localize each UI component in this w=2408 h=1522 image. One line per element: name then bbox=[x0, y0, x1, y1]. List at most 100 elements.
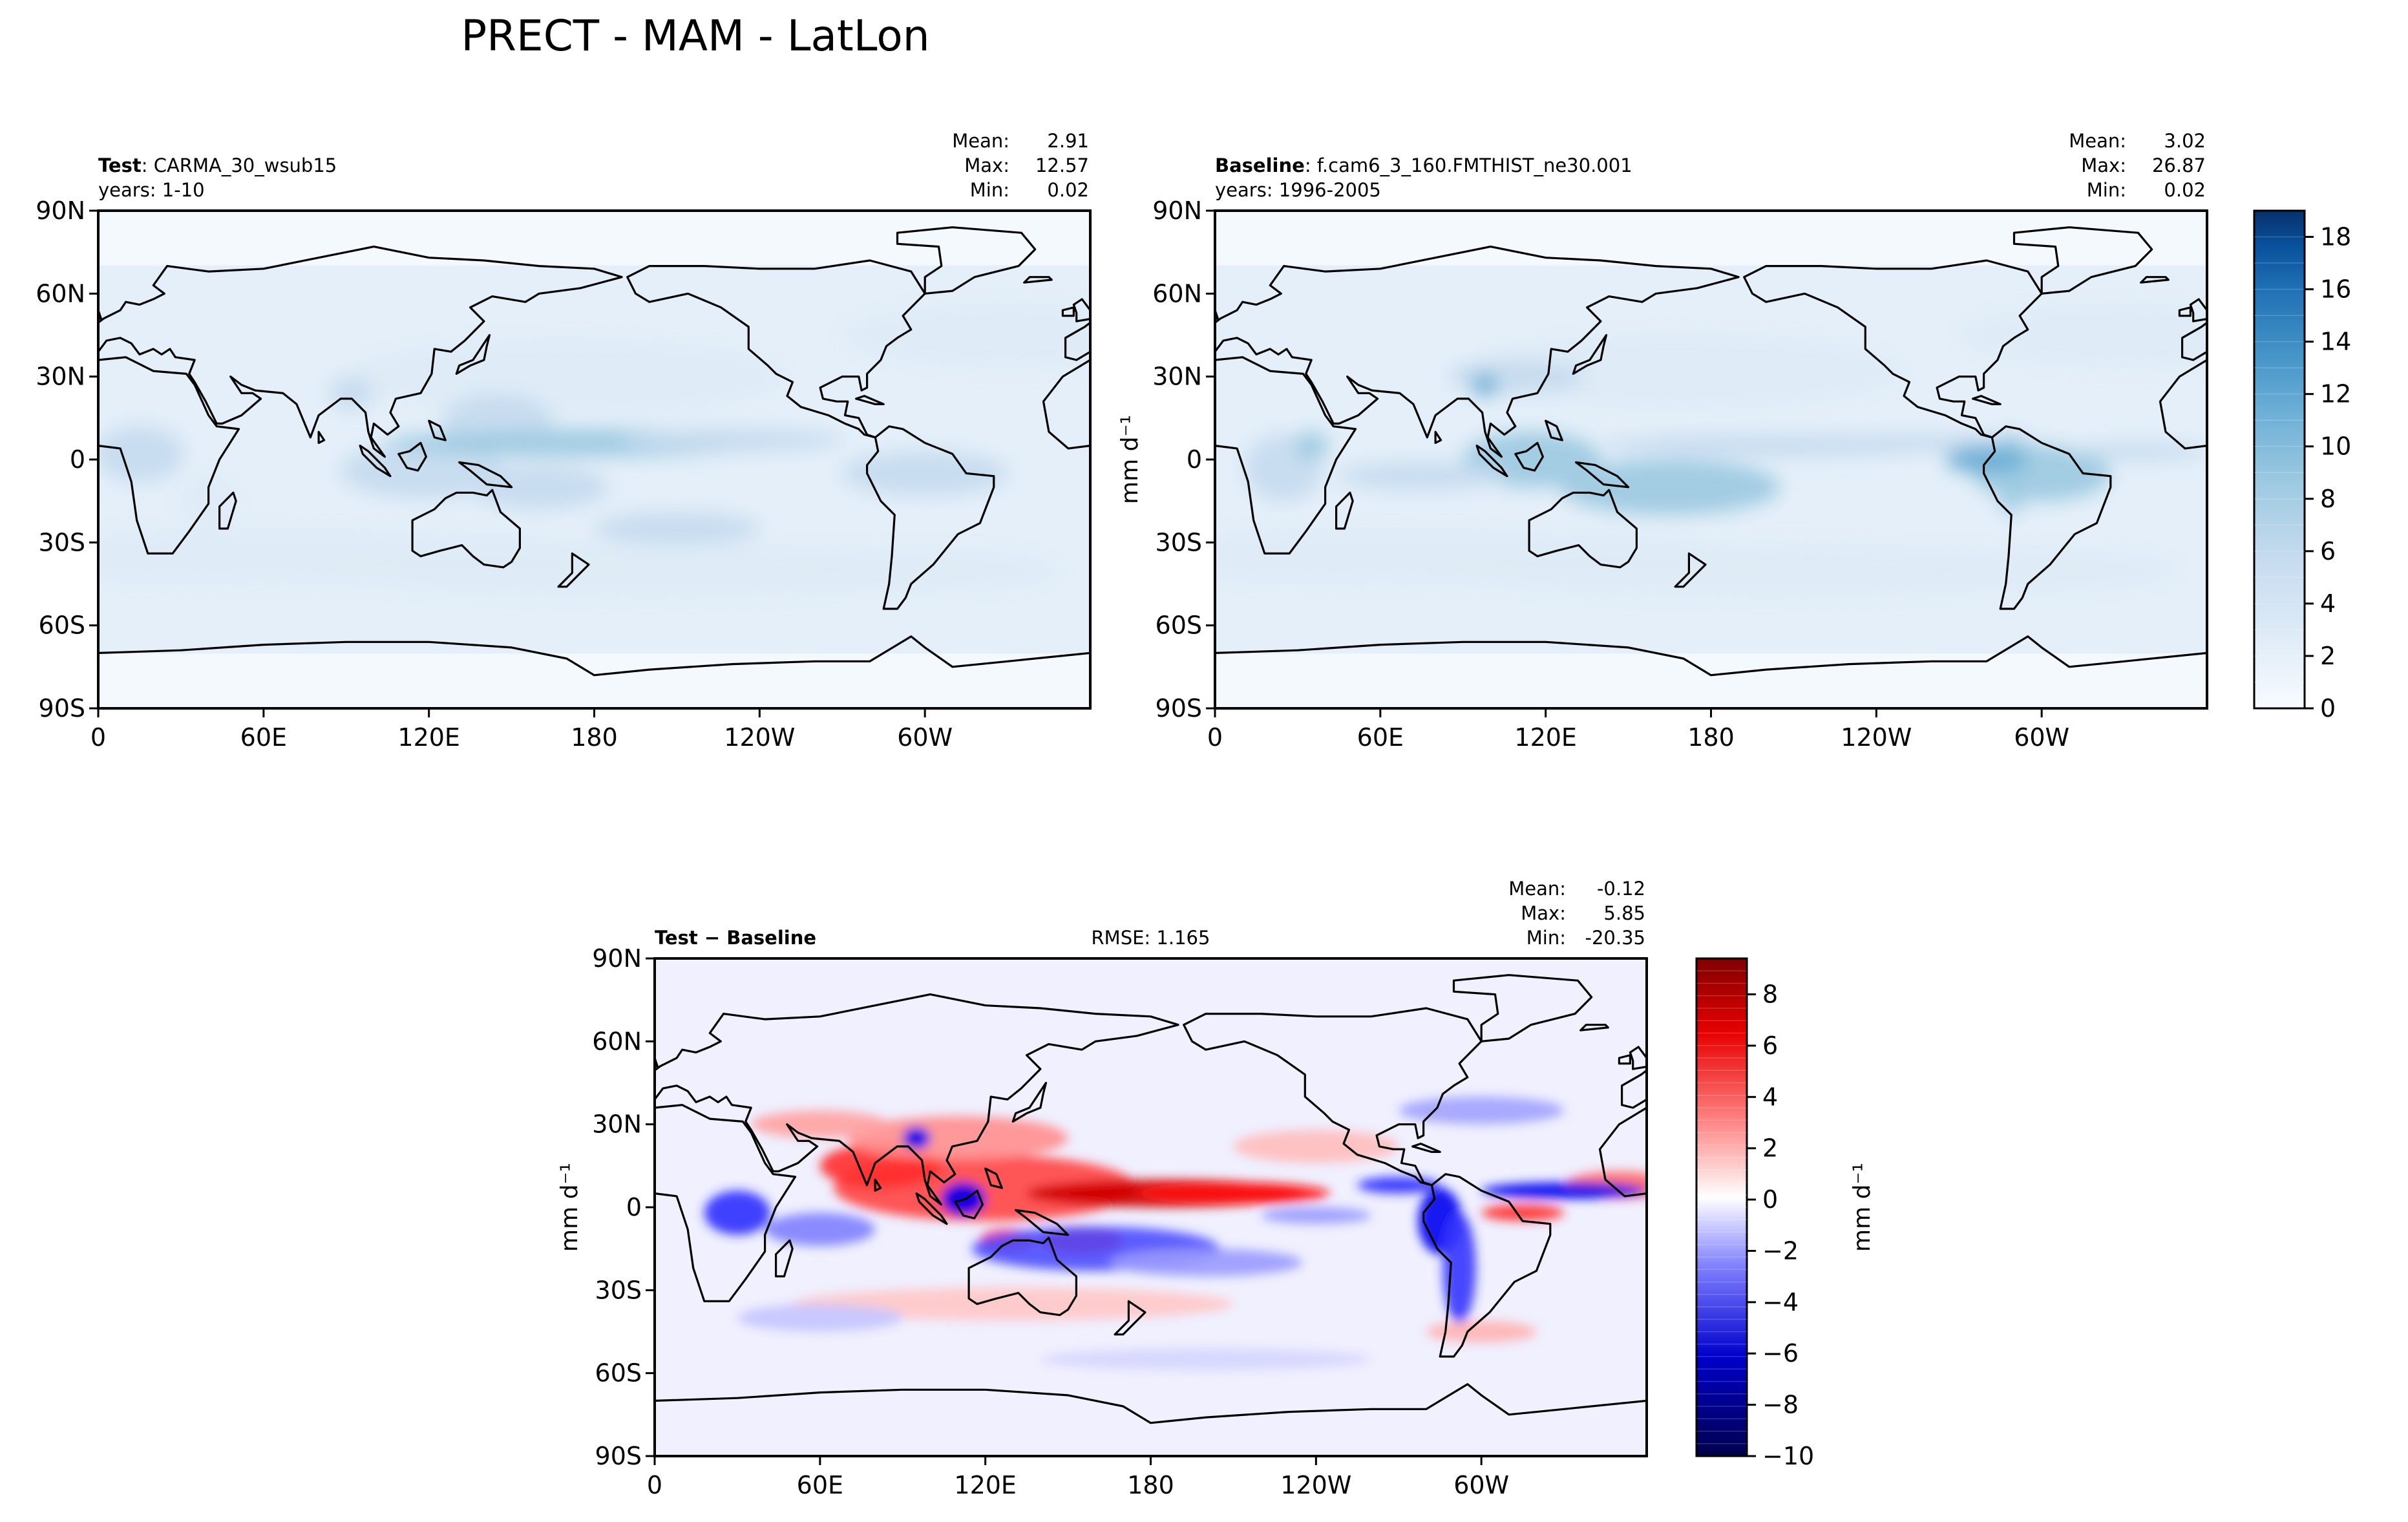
coastlines bbox=[1215, 226, 2207, 708]
colorbar-tick-label: 6 bbox=[2320, 537, 2336, 565]
field-patch bbox=[1109, 1249, 1303, 1276]
field-patch bbox=[1137, 1182, 1330, 1205]
y-tick-label: 90S bbox=[595, 1442, 642, 1470]
field-patch bbox=[1471, 374, 1499, 396]
field-patch bbox=[1040, 1348, 1371, 1371]
panel-difference: 0 60E 120E 180 120W 60W 90N 60N 30N 0 30S 60S 90S mm … bbox=[0, 878, 2068, 1499]
field-patch bbox=[1338, 462, 1505, 491]
island-british-isles bbox=[2189, 298, 2207, 322]
continent-north-america bbox=[1743, 259, 2043, 439]
continent-antarctica bbox=[655, 1383, 1647, 1456]
colorbar-tick-label: 4 bbox=[1762, 1083, 1778, 1111]
island-british-isles bbox=[1215, 308, 1219, 321]
stat-max-value: 26.87 bbox=[2152, 154, 2206, 176]
island-japan bbox=[455, 333, 491, 375]
panel-label: Test − Baseline bbox=[655, 927, 816, 949]
field-patch bbox=[1559, 460, 1780, 515]
stat-min-label: Min: bbox=[2087, 179, 2126, 201]
map-field bbox=[0, 211, 1090, 708]
field-patch bbox=[1481, 1204, 1565, 1221]
stat-max-value: 12.57 bbox=[1035, 154, 1089, 176]
coastlines bbox=[0, 974, 2068, 1456]
y-tick-label: 30N bbox=[36, 363, 85, 391]
colorbar-tick-label: −8 bbox=[1762, 1391, 1799, 1419]
island-iceland bbox=[2140, 276, 2170, 284]
island-uk-ireland bbox=[1618, 1054, 1631, 1065]
coastlines bbox=[0, 226, 1090, 708]
figure-title: PRECT - MAM - LatLon bbox=[461, 11, 929, 61]
field-patch bbox=[787, 547, 1063, 593]
continent-africa bbox=[1215, 356, 1357, 555]
island-sumatra bbox=[1475, 445, 1508, 478]
y-tick-label: 90S bbox=[39, 694, 85, 723]
y-tick-label: 90N bbox=[1152, 196, 1202, 225]
map-field bbox=[0, 958, 2068, 1456]
colorbar-tick-label: 0 bbox=[1762, 1185, 1778, 1214]
stat-mean-value: 3.02 bbox=[2164, 130, 2206, 152]
continent-eurasia bbox=[0, 995, 186, 1205]
continent-greenland bbox=[462, 975, 600, 1042]
island-madagascar bbox=[1335, 491, 1354, 530]
island-sri-lanka bbox=[317, 430, 326, 444]
x-tick-label: 120E bbox=[1514, 723, 1577, 752]
colorbar-tick-label: −2 bbox=[1762, 1236, 1799, 1265]
x-tick-label: 60W bbox=[1453, 1471, 1509, 1499]
continent-south-america bbox=[1983, 425, 2112, 610]
field-patch bbox=[341, 443, 507, 498]
colorbar-tick-label: 2 bbox=[1762, 1134, 1778, 1163]
island-philippines bbox=[0, 1168, 10, 1188]
island-new-zealand bbox=[557, 552, 590, 588]
colorbar-gradient bbox=[2253, 209, 2306, 710]
colorbar-tick-label: 14 bbox=[2320, 328, 2351, 356]
colorbar-tick-label: 2 bbox=[2320, 642, 2336, 670]
x-tick-label: 120E bbox=[954, 1471, 1017, 1499]
island-japan bbox=[1572, 333, 1608, 375]
field-patch bbox=[470, 465, 608, 509]
island-cuba bbox=[1972, 395, 2001, 405]
island-british-isles bbox=[655, 1056, 659, 1068]
island-philippines bbox=[984, 1167, 1003, 1189]
stat-min-label: Min: bbox=[970, 179, 1009, 201]
stat-min-label: Min: bbox=[1526, 927, 1566, 949]
field-patch bbox=[847, 1115, 1068, 1161]
colorbar-label: mm d⁻¹ bbox=[2407, 415, 2408, 504]
x-tick-label: 180 bbox=[1127, 1471, 1174, 1499]
colorbar-tick-label: 18 bbox=[2320, 223, 2351, 251]
island-japan bbox=[2005, 1083, 2038, 1122]
field-patch bbox=[346, 337, 787, 416]
field-patch bbox=[1442, 1212, 1476, 1324]
island-borneo bbox=[1947, 1190, 1975, 1218]
field-patch bbox=[792, 1287, 1234, 1321]
island-madagascar bbox=[218, 491, 237, 530]
colorbar-tick-label: 4 bbox=[2320, 589, 2336, 618]
y-tick-label: 30N bbox=[592, 1110, 642, 1139]
continent-greenland bbox=[1452, 974, 1593, 1042]
island-iceland bbox=[1579, 1024, 1609, 1031]
y-tick-label: 30S bbox=[39, 528, 85, 556]
field-patch bbox=[1399, 1096, 1565, 1125]
island-british-isles bbox=[1072, 298, 1090, 322]
continent-australia bbox=[1961, 1238, 2068, 1315]
island-sri-lanka bbox=[1434, 430, 1442, 444]
island-uk-ireland bbox=[70, 308, 81, 316]
colorbar-difference: −10 −8 −6 −4 −2 0 2 4 6 8 mm d⁻¹ bbox=[1695, 957, 1875, 1470]
x-tick-label: 180 bbox=[1687, 723, 1735, 752]
island-sumatra bbox=[915, 1192, 948, 1225]
stat-mean-label: Mean: bbox=[2069, 130, 2126, 152]
colorbar-gradient bbox=[1695, 957, 1748, 1457]
field-patch bbox=[902, 1126, 931, 1150]
continent-south-america bbox=[0, 427, 2, 609]
island-uk-ireland bbox=[1061, 306, 1075, 317]
x-tick-label: 60E bbox=[1357, 723, 1404, 752]
y-tick-label: 60N bbox=[592, 1027, 642, 1055]
colorbar-tick-label: −6 bbox=[1762, 1339, 1799, 1368]
y-tick-label: 30S bbox=[595, 1276, 642, 1304]
continent-eurasia bbox=[1215, 246, 1740, 458]
x-tick-label: 60W bbox=[2014, 723, 2069, 752]
colorbar-tick-label: 6 bbox=[1762, 1031, 1778, 1060]
field-patch bbox=[319, 542, 980, 598]
x-tick-label: 60E bbox=[797, 1471, 843, 1499]
island-uk-ireland bbox=[2178, 306, 2191, 317]
field-patch bbox=[1233, 1130, 1399, 1163]
